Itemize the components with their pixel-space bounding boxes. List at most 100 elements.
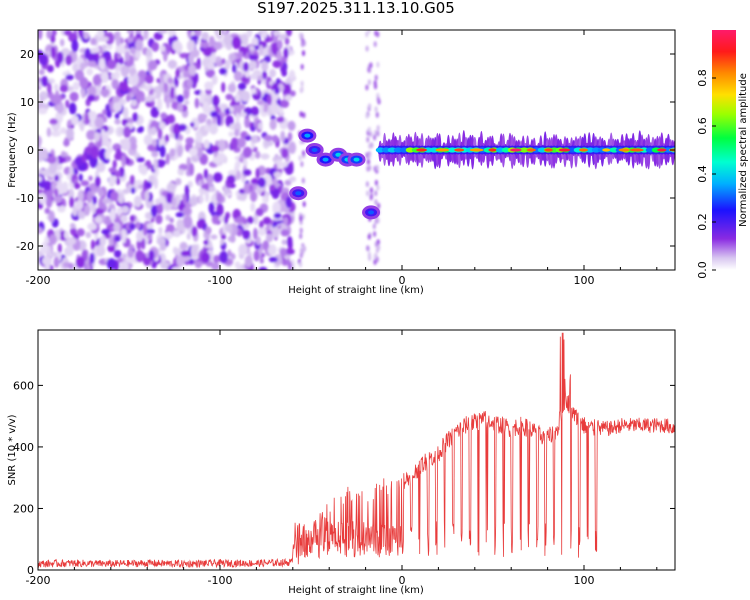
noise-blob xyxy=(202,101,210,114)
streak-blob xyxy=(374,241,378,248)
noise-blob xyxy=(176,94,184,103)
noise-blob xyxy=(169,217,174,224)
noise-blob xyxy=(52,94,62,105)
noise-blob xyxy=(208,180,213,188)
noise-blob xyxy=(257,177,266,188)
ridge-core xyxy=(618,148,630,152)
noise-blob xyxy=(223,33,233,46)
noise-blob xyxy=(77,209,84,219)
noise-blob xyxy=(187,180,193,188)
noise-blob xyxy=(48,162,58,174)
streak-blob xyxy=(375,164,379,171)
noise-blob xyxy=(163,81,169,93)
noise-blob xyxy=(172,246,178,255)
noise-blob xyxy=(65,99,70,109)
noise-blob xyxy=(172,40,182,51)
noise-blob xyxy=(272,134,279,143)
noise-blob xyxy=(201,252,211,263)
streak-blob xyxy=(366,158,370,165)
noise-blob xyxy=(212,95,220,107)
noise-blob xyxy=(242,146,253,158)
colorbar-tick-label: 0.2 xyxy=(696,213,709,231)
spectrogram-ytick-label: -20 xyxy=(16,240,34,253)
noise-blob xyxy=(64,137,69,147)
noise-blob xyxy=(169,148,176,158)
noise-blob xyxy=(221,58,226,65)
noise-blob xyxy=(80,88,86,99)
noise-blob xyxy=(255,151,261,159)
noise-blob xyxy=(272,30,281,37)
noise-blob xyxy=(175,212,185,218)
noise-blob xyxy=(89,252,95,264)
noise-blob xyxy=(105,32,115,45)
noise-blob xyxy=(85,263,91,270)
noise-blob xyxy=(146,223,154,230)
noise-blob xyxy=(240,33,249,46)
streak-blob xyxy=(373,134,377,141)
colorbar-tick-label: 0.4 xyxy=(696,165,709,183)
noise-blob xyxy=(188,147,198,156)
noise-blob xyxy=(133,195,142,208)
noise-blob xyxy=(198,218,206,224)
noise-blob xyxy=(281,148,289,159)
noise-blob xyxy=(71,39,79,53)
streak-blob xyxy=(374,74,378,81)
noise-blob xyxy=(238,243,248,256)
streak-blob xyxy=(373,231,377,237)
noise-blob xyxy=(247,216,254,224)
noise-blob xyxy=(172,230,181,238)
noise-blob xyxy=(120,65,129,78)
noise-blob xyxy=(180,254,191,262)
noise-blob xyxy=(127,249,135,258)
noise-blob xyxy=(210,110,219,118)
noise-blob xyxy=(265,233,274,243)
noise-blob xyxy=(151,139,158,147)
noise-blob xyxy=(46,30,52,39)
spectrogram-ytick-label: -10 xyxy=(16,192,34,205)
noise-blob xyxy=(180,250,191,257)
streak-blob xyxy=(368,255,372,261)
noise-blob xyxy=(197,113,208,120)
noise-blob xyxy=(221,82,226,93)
noise-blob xyxy=(102,109,107,115)
noise-blob xyxy=(86,68,94,76)
spectrogram-features xyxy=(289,128,675,220)
noise-blob xyxy=(268,256,278,263)
noise-blob xyxy=(289,69,296,80)
noise-blob xyxy=(186,39,196,52)
noise-blob xyxy=(80,180,90,187)
noise-blob xyxy=(263,135,273,141)
noise-blob xyxy=(203,239,209,246)
noise-blob xyxy=(216,192,223,203)
noise-blob xyxy=(244,135,252,141)
noise-blob xyxy=(288,141,297,154)
noise-blob xyxy=(167,114,175,124)
noise-blob xyxy=(47,78,56,84)
noise-blob xyxy=(229,106,234,113)
streak-blob xyxy=(299,233,303,240)
streak-blob xyxy=(365,84,369,91)
noise-blob xyxy=(144,181,153,189)
streak-blob xyxy=(376,31,380,38)
colorbar-label: Normalized spectral amplitude xyxy=(738,73,749,227)
noise-blob xyxy=(213,172,223,183)
noise-blob xyxy=(262,70,267,80)
noise-blob xyxy=(121,232,127,244)
noise-blob xyxy=(132,112,139,122)
noise-blob xyxy=(84,112,89,125)
noise-blob xyxy=(112,100,123,112)
noise-blob xyxy=(38,30,43,40)
streak-blob xyxy=(298,32,302,39)
noise-blob xyxy=(102,198,112,204)
ridge-core xyxy=(578,148,589,152)
noise-blob xyxy=(256,99,265,106)
noise-blob xyxy=(98,36,109,42)
noise-blob xyxy=(120,214,128,223)
colorbar-ticks: 0.0 0.2 0.4 0.6 0.8 xyxy=(696,69,716,279)
noise-blob xyxy=(48,210,55,223)
noise-blob xyxy=(274,86,280,95)
noise-blob xyxy=(190,244,198,258)
noise-blob xyxy=(287,132,293,142)
noise-blob xyxy=(249,184,254,192)
